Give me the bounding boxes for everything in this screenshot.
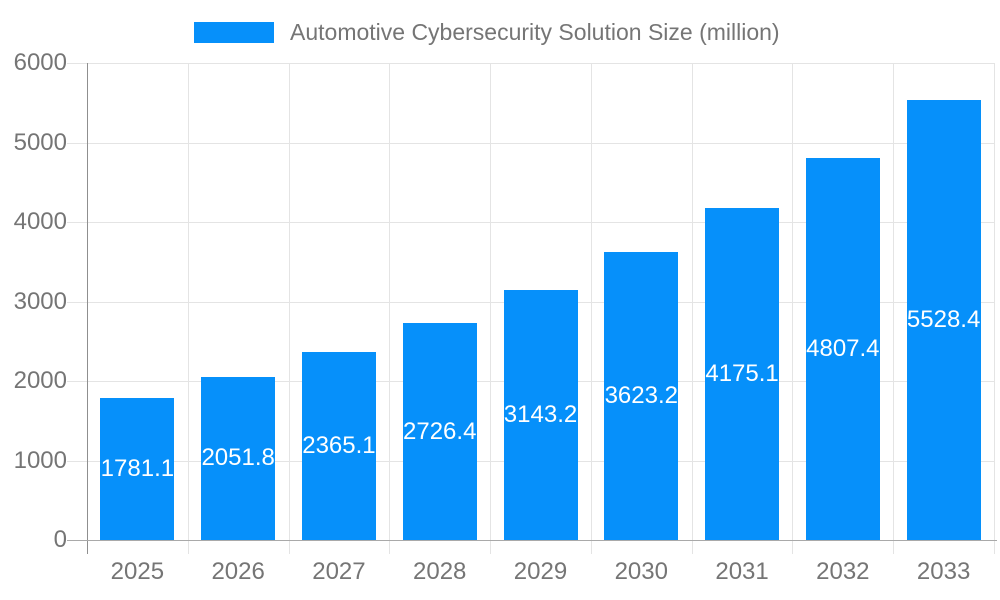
legend-item[interactable]: Automotive Cybersecurity Solution Size (… — [194, 21, 780, 44]
bar-value-label: 3143.2 — [503, 401, 578, 429]
x-tick-label: 2027 — [312, 558, 366, 585]
x-axis-line — [67, 540, 997, 541]
bar-value-label: 5528.4 — [906, 306, 981, 334]
bar — [100, 398, 175, 540]
h-gridline — [67, 142, 994, 144]
bar-value-label: 2365.1 — [302, 431, 376, 459]
legend-swatch — [194, 22, 274, 43]
v-gridline — [893, 63, 895, 554]
v-gridline — [590, 63, 592, 554]
y-axis-line — [87, 63, 88, 554]
v-gridline — [792, 63, 794, 554]
y-tick-label: 1000 — [13, 446, 67, 474]
h-gridline — [67, 222, 994, 223]
x-tick-label: 2028 — [413, 558, 467, 585]
bar — [805, 157, 880, 540]
bar — [503, 290, 578, 540]
y-tick-label: 3000 — [13, 287, 67, 315]
bar — [301, 351, 376, 540]
x-tick-label: 2025 — [110, 558, 165, 585]
bar — [402, 323, 477, 540]
x-tick-label: 2031 — [715, 558, 769, 585]
y-tick-label: 0 — [53, 526, 67, 553]
bar-value-label: 4175.1 — [705, 360, 779, 388]
v-gridline — [389, 63, 391, 554]
x-tick-label: 2032 — [816, 558, 870, 585]
v-gridline — [994, 63, 995, 554]
bar — [705, 208, 780, 540]
bar — [201, 376, 276, 540]
bar-value-label: 3623.2 — [604, 381, 678, 409]
bar-value-label: 4807.4 — [806, 334, 880, 362]
x-tick-label: 2026 — [211, 558, 265, 585]
v-gridline — [288, 63, 290, 554]
y-tick-label: 6000 — [13, 49, 67, 76]
x-tick-label: 2030 — [614, 558, 668, 585]
bar-value-label: 2726.4 — [403, 417, 477, 445]
y-tick-label: 4000 — [13, 208, 67, 235]
x-tick-label: 2033 — [916, 558, 971, 585]
bar-value-label: 1781.1 — [100, 455, 175, 483]
bar-value-label: 2051.8 — [201, 444, 275, 472]
y-tick-label: 5000 — [13, 128, 67, 156]
v-gridline — [187, 63, 189, 554]
x-tick-label: 2029 — [513, 558, 568, 585]
v-gridline — [490, 63, 492, 554]
v-gridline — [691, 63, 693, 554]
h-gridline — [67, 63, 994, 64]
legend-label: Automotive Cybersecurity Solution Size (… — [290, 19, 780, 45]
y-tick-label: 2000 — [13, 367, 67, 394]
bar — [906, 100, 981, 540]
bar — [604, 251, 679, 540]
